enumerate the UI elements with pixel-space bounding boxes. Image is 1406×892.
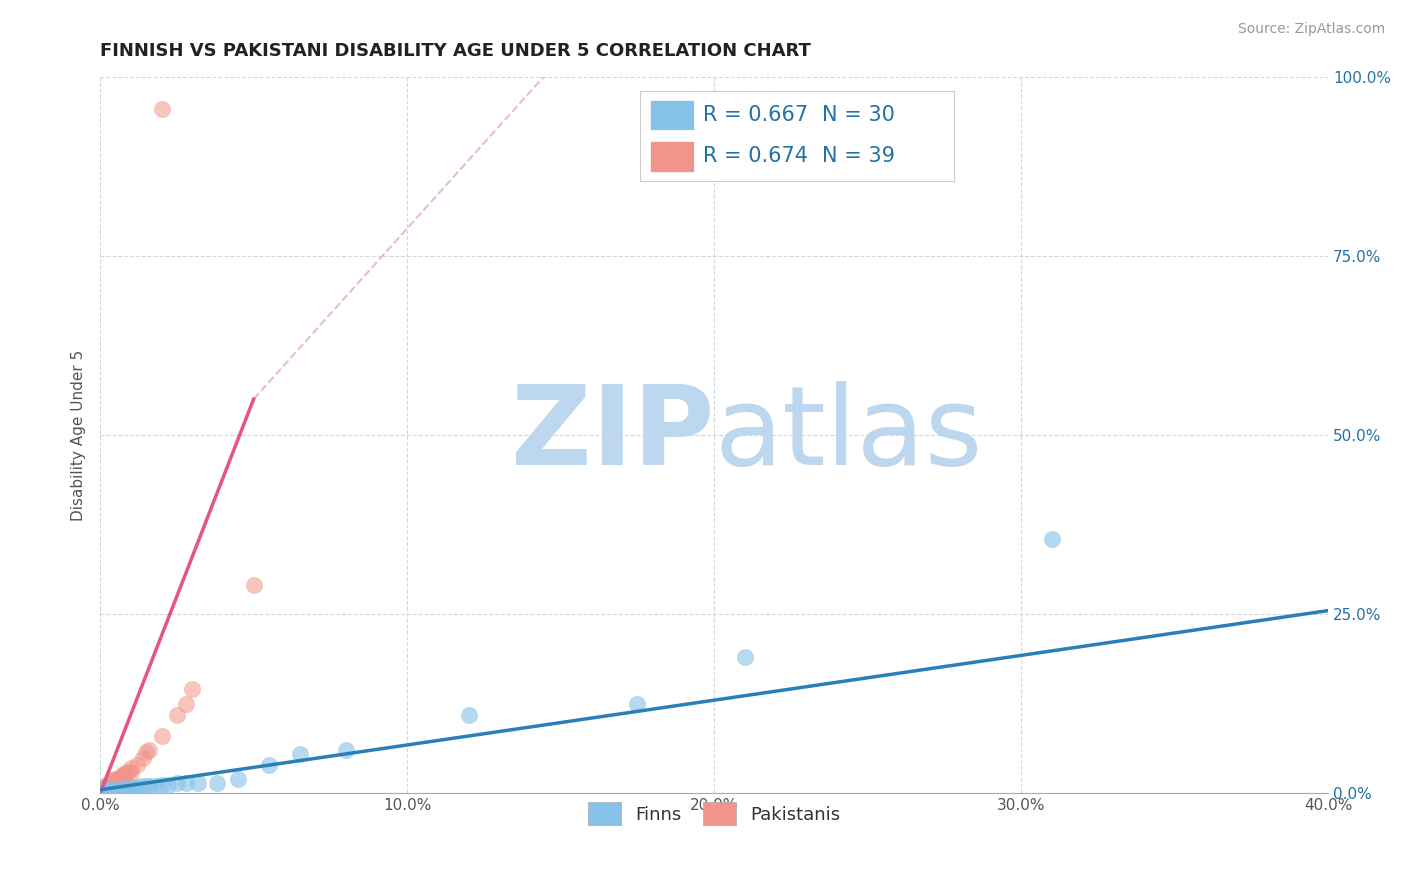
Point [101, 773, 124, 788]
Point [335, 743, 357, 757]
Point [101, 782, 124, 797]
Point [181, 682, 204, 697]
Point [104, 782, 127, 797]
Point [132, 750, 155, 764]
Point [150, 729, 173, 743]
Point [96, 782, 118, 797]
Point [114, 768, 136, 782]
Point [138, 743, 160, 757]
Point [138, 779, 160, 793]
Point [205, 775, 228, 789]
Point [288, 747, 311, 761]
Legend: Finns, Pakistanis: Finns, Pakistanis [579, 793, 849, 835]
Point [91, 782, 114, 797]
Point [101, 778, 124, 792]
Point [107, 773, 129, 788]
Point [187, 775, 209, 789]
Point [166, 707, 188, 722]
Point [96, 779, 118, 793]
Point [135, 779, 157, 793]
Point [104, 772, 127, 786]
Point [111, 782, 134, 797]
Point [135, 745, 157, 759]
Text: ZIP: ZIP [510, 382, 714, 489]
Point [96, 779, 118, 793]
Point [129, 779, 152, 793]
Point [98, 779, 121, 793]
Point [226, 772, 249, 786]
Point [107, 771, 129, 785]
Point [174, 697, 197, 711]
Point [117, 764, 139, 779]
Point [91, 782, 114, 797]
Point [91, 784, 114, 798]
Point [114, 766, 136, 780]
Point [98, 775, 121, 789]
Point [117, 782, 139, 797]
Point [101, 779, 124, 793]
Point [111, 768, 134, 782]
Point [145, 779, 167, 793]
Point [107, 772, 129, 786]
Point [120, 781, 142, 796]
Point [457, 707, 479, 722]
Text: Source: ZipAtlas.com: Source: ZipAtlas.com [1237, 22, 1385, 37]
Y-axis label: Disability Age Under 5: Disability Age Under 5 [72, 350, 86, 521]
Point [174, 775, 197, 789]
Point [98, 778, 121, 792]
Point [242, 578, 264, 592]
Point [107, 782, 129, 797]
Point [125, 780, 148, 795]
Text: atlas: atlas [714, 382, 983, 489]
Point [114, 781, 136, 796]
Point [111, 771, 134, 785]
Point [734, 650, 756, 665]
Point [166, 775, 188, 789]
Point [257, 757, 280, 772]
Point [122, 780, 145, 795]
Text: FINNISH VS PAKISTANI DISABILITY AGE UNDER 5 CORRELATION CHART: FINNISH VS PAKISTANI DISABILITY AGE UNDE… [100, 42, 811, 60]
Point [98, 782, 121, 797]
Point [150, 778, 173, 792]
Point [96, 782, 118, 797]
Point [91, 781, 114, 796]
Point [98, 780, 121, 795]
Point [91, 782, 114, 797]
Point [96, 781, 118, 796]
Point [104, 775, 127, 789]
Point [626, 697, 648, 711]
Point [101, 775, 124, 789]
Point [120, 761, 142, 775]
Point [1040, 532, 1063, 546]
Point [156, 778, 179, 792]
Point [96, 781, 118, 796]
Point [125, 757, 148, 772]
Point [120, 764, 142, 779]
Point [104, 778, 127, 792]
Point [150, 102, 173, 116]
